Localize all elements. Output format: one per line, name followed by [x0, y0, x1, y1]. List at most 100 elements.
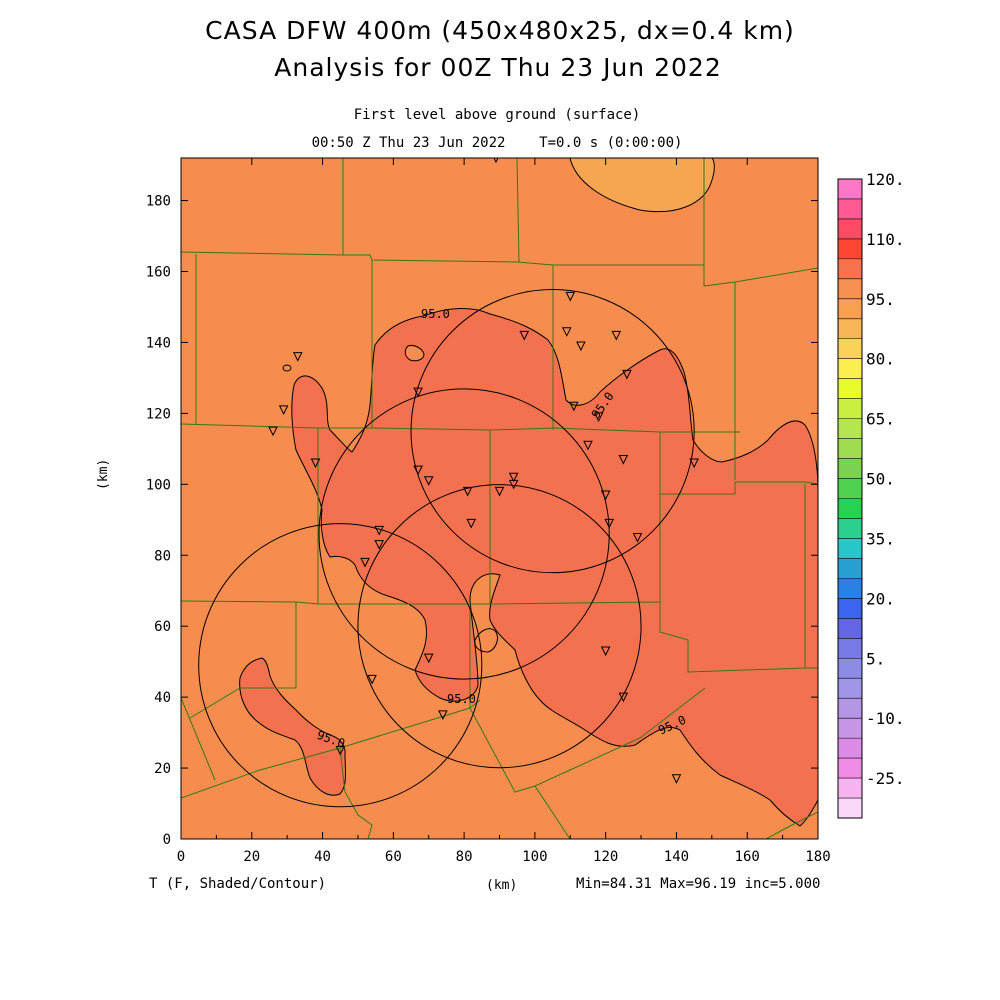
colorbar [837, 178, 863, 819]
colorbar-swatch [838, 678, 862, 699]
station-marker [423, 653, 434, 664]
contour-label: 95.0 [421, 307, 450, 321]
colorbar-swatch [838, 638, 862, 659]
warm-region-main [291, 307, 818, 827]
station-marker [413, 465, 423, 476]
colorbar-swatch [838, 218, 862, 240]
colorbar-swatch [838, 418, 862, 440]
y-tick-label: 100 [146, 477, 171, 493]
cool-region-north [569, 158, 715, 213]
station-markers [268, 158, 699, 784]
y-axis-label: (km) [96, 458, 111, 490]
radar-rings [198, 289, 695, 808]
y-tick-label: 0 [163, 832, 171, 848]
station-marker [310, 458, 321, 469]
station-marker [462, 486, 473, 497]
y-tick-label: 160 [146, 265, 171, 281]
station-marker [466, 518, 476, 529]
station-marker [494, 486, 505, 497]
station-marker [632, 533, 643, 543]
contour-label: 95.0 [447, 692, 476, 706]
level-label: First level above ground (surface) [353, 107, 641, 123]
colorbar-label: 5. [866, 649, 885, 668]
station-marker [367, 674, 377, 685]
colorbar-swatch [838, 478, 862, 499]
station-marker [583, 440, 593, 451]
colorbar-swatch [838, 498, 862, 519]
colorbar-label: 50. [866, 470, 895, 489]
station-marker [671, 774, 682, 784]
cool-pocket-north [404, 345, 425, 362]
colorbar-swatch [838, 598, 862, 619]
y-axis: 0 20 40 60 80 100 120 140 160 180 [146, 194, 818, 848]
station-marker [278, 405, 289, 415]
colorbar-swatch [838, 758, 862, 779]
x-axis: 0 20 40 60 80 100 120 140 160 180 [177, 158, 831, 865]
x-tick-label: 160 [735, 849, 760, 865]
colorbar-swatch [838, 578, 862, 599]
station-marker [413, 387, 423, 398]
colorbar-label: 120. [866, 170, 905, 189]
colorbar-frame [837, 178, 863, 819]
station-marker [561, 327, 572, 337]
colorbar-swatch [838, 458, 862, 480]
colorbar-swatch [838, 258, 862, 280]
x-tick-label: 0 [177, 849, 185, 865]
colorbar-label: 110. [866, 230, 905, 249]
x-tick-label: 60 [385, 849, 402, 865]
station-marker [618, 454, 629, 465]
station-marker [335, 745, 346, 756]
x-tick-label: 40 [314, 849, 331, 865]
tiny-contour [282, 364, 292, 372]
colorbar-label: -10. [866, 709, 905, 728]
radar-ring [318, 388, 610, 680]
station-marker [268, 426, 278, 437]
colorbar-swatch [838, 238, 862, 260]
colorbar-swatch [838, 538, 862, 559]
y-tick-label: 40 [154, 690, 171, 706]
colorbar-label: 65. [866, 410, 895, 429]
x-tick-label: 100 [522, 849, 547, 865]
colorbar-swatch [838, 718, 862, 739]
colorbar-swatch [838, 438, 862, 460]
x-unit-label: (km) [486, 878, 518, 893]
colorbar-swatch [838, 298, 862, 320]
radar-ring [410, 289, 695, 574]
station-marker [600, 490, 611, 501]
colorbar-label: 80. [866, 350, 895, 369]
colorbar-label: 95. [866, 290, 895, 309]
x-tick-label: 20 [243, 849, 260, 865]
radar-ring [198, 523, 483, 808]
station-marker [611, 330, 622, 341]
station-marker [569, 401, 579, 412]
station-marker [604, 518, 615, 529]
station-marker [622, 369, 632, 380]
colorbar-label: 35. [866, 529, 895, 548]
warm-region-southwest [239, 657, 347, 796]
colorbar-swatch [838, 558, 862, 579]
colorbar-swatch [838, 179, 862, 200]
station-marker [508, 479, 519, 490]
x-tick-label: 120 [593, 849, 618, 865]
title-line1: CASA DFW 400m (450x480x25, dx=0.4 km) [205, 16, 795, 45]
station-marker [292, 352, 303, 362]
colorbar-swatch [838, 778, 862, 799]
colorbar-swatch [838, 798, 862, 819]
colorbar-swatch [838, 518, 862, 539]
station-marker [508, 472, 519, 483]
colorbar-labels: 120. 110. 95. 80. 65. 50. 35. 20. 5. -10. -25. [866, 170, 905, 788]
y-tick-label: 140 [146, 335, 171, 351]
colorbar-swatch [838, 618, 862, 639]
colorbar-swatch [838, 398, 862, 420]
y-tick-label: 120 [146, 406, 171, 422]
time-label: 00:50 Z Thu 23 Jun 2022 T=0.0 s (0:00:00… [311, 135, 683, 151]
colorbar-label: -25. [866, 769, 905, 788]
station-marker [374, 525, 384, 536]
station-marker [374, 540, 384, 550]
station-marker [600, 646, 611, 657]
y-tick-label: 180 [146, 194, 171, 210]
station-marker [360, 557, 370, 568]
colorbar-swatch [838, 278, 862, 300]
x-tick-label: 180 [805, 849, 830, 865]
